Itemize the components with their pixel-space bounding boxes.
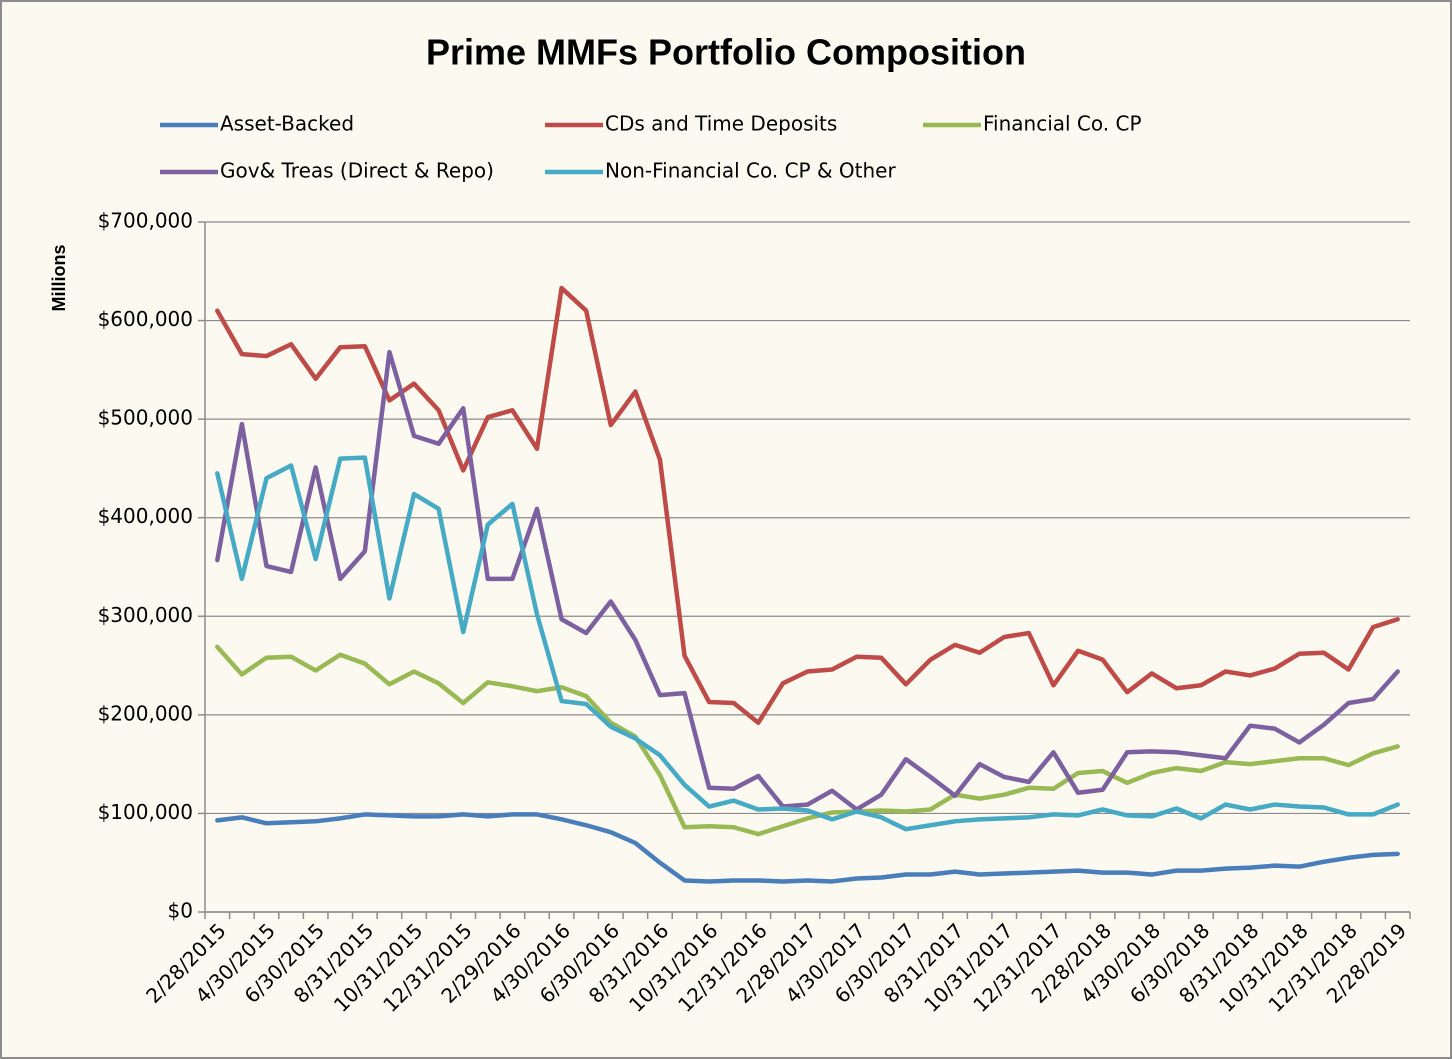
legend-label: Gov& Treas (Direct & Repo) [220, 159, 494, 183]
legend-label: Asset-Backed [220, 112, 354, 136]
y-tick-label: $300,000 [98, 603, 193, 627]
legend-label: Non-Financial Co. CP & Other [605, 159, 896, 183]
series-line [215, 285, 1400, 725]
y-axis-title: Millions [49, 245, 69, 312]
y-tick-label: $0 [168, 899, 193, 923]
y-tick-label: $100,000 [98, 800, 193, 824]
series-line [215, 812, 1400, 884]
y-tick-label: $200,000 [98, 701, 193, 725]
series-line [215, 349, 1400, 812]
chart-title: Prime MMFs Portfolio Composition [426, 32, 1026, 73]
y-tick-label: $700,000 [98, 209, 193, 233]
y-tick-label: $500,000 [98, 406, 193, 430]
series-line [215, 455, 1400, 832]
legend-label: Financial Co. CP [983, 112, 1142, 136]
series-line [215, 644, 1400, 837]
y-tick-label: $600,000 [98, 307, 193, 331]
legend-label: CDs and Time Deposits [605, 112, 837, 136]
y-tick-label: $400,000 [98, 504, 193, 528]
